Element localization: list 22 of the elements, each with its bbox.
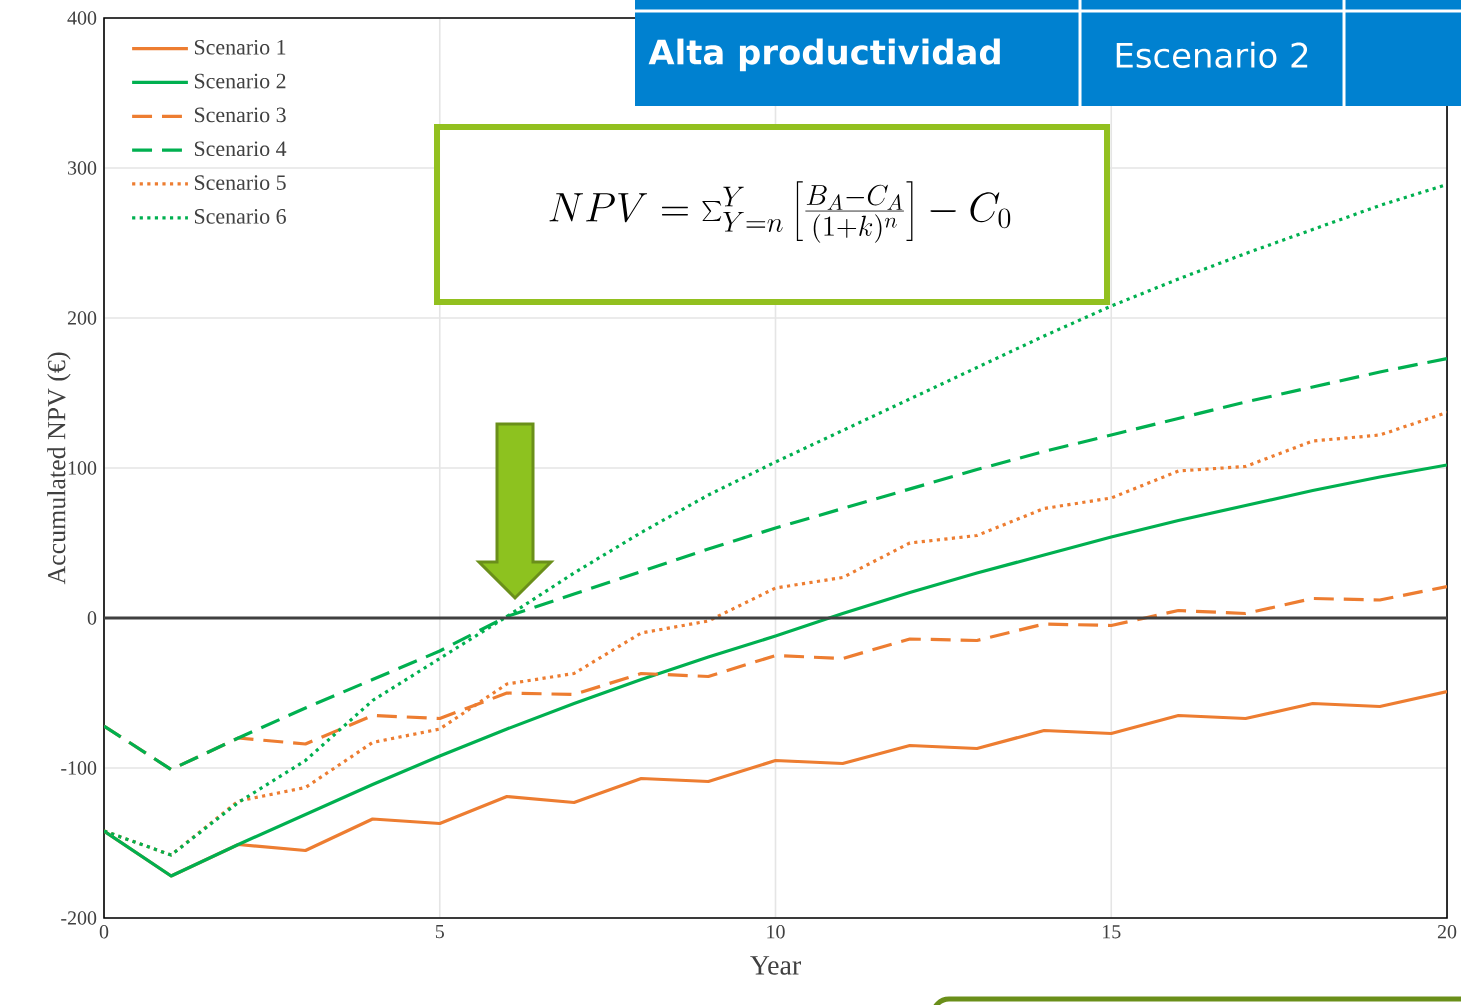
legend-label: Scenario 1 <box>194 39 286 55</box>
y-tick-label: -200 <box>61 911 97 925</box>
y-tick-label: 100 <box>68 461 97 475</box>
legend-label: Scenario 3 <box>194 107 286 123</box>
y-tick-label: 200 <box>67 311 97 325</box>
annotation: $NPV = \sum^{Y}_{Y=n}\left[\frac{B_A-C_A}{(1+k)^n}\right]-C_0$ <box>549 181 1011 243</box>
y-tick-label: 0 <box>87 611 97 625</box>
y-tick-label: 400 <box>67 11 97 25</box>
legend-label: Scenario 6 <box>194 209 286 224</box>
legend-label: Scenario 5 <box>194 175 286 190</box>
y-tick-label: 300 <box>68 161 97 175</box>
x-axis-title: Year <box>750 956 801 975</box>
annotation: Alta productividad <box>648 38 1000 72</box>
x-tick-label: 0 <box>99 925 109 939</box>
y-tick-label: -100 <box>61 761 97 775</box>
legend-label: Scenario 4 <box>194 141 287 157</box>
x-tick-label: 20 <box>1437 925 1457 939</box>
x-tick-label: 15 <box>1103 925 1121 939</box>
x-tick-label: 10 <box>767 925 785 939</box>
annotation: Escenario 2 <box>1116 41 1308 69</box>
legend-label: Scenario 2 <box>194 73 286 89</box>
x-tick-label: 5 <box>435 925 444 939</box>
